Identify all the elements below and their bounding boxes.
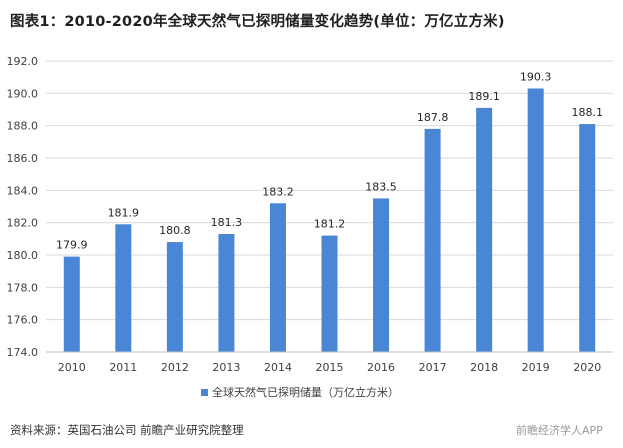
bar [218, 233, 235, 352]
bar [527, 88, 544, 352]
data-label: 180.8 [159, 224, 191, 237]
y-tick-label: 190.0 [7, 87, 39, 100]
x-tick-label: 2020 [573, 361, 601, 374]
source-note: 资料来源：英国石油公司 前瞻产业研究院整理 [10, 423, 244, 437]
bar [269, 203, 286, 352]
y-tick-label: 182.0 [7, 217, 39, 230]
bar [579, 124, 596, 352]
data-label: 181.2 [314, 218, 346, 231]
data-label: 181.9 [108, 206, 140, 219]
x-tick-label: 2019 [522, 361, 550, 374]
data-label: 188.1 [571, 106, 603, 119]
data-label: 181.3 [211, 216, 243, 229]
chart-title: 图表1：2010-2020年全球天然气已探明储量变化趋势(单位：万亿立方米) [10, 14, 505, 30]
watermark-text: 前瞻经济学人APP [516, 423, 603, 437]
data-label: 183.2 [262, 185, 294, 198]
bar [115, 224, 132, 352]
bar [373, 198, 390, 352]
x-tick-label: 2016 [367, 361, 395, 374]
x-tick-label: 2014 [264, 361, 292, 374]
y-tick-label: 192.0 [7, 55, 39, 68]
x-tick-label: 2017 [419, 361, 447, 374]
legend-label: 全球天然气已探明储量（万亿立方米） [212, 385, 399, 399]
bar-series [63, 88, 596, 352]
data-labels: 179.9 181.9 180.8 181.3 183.2 181.2 183.5 187.8… [56, 70, 603, 251]
y-tick-label: 184.0 [7, 184, 39, 197]
bar [166, 242, 183, 352]
x-tick-label: 2010 [58, 361, 86, 374]
y-tick-label: 188.0 [7, 120, 39, 133]
data-label: 183.5 [365, 180, 397, 193]
y-tick-label: 176.0 [7, 314, 39, 327]
x-tick-label: 2018 [470, 361, 498, 374]
legend: 全球天然气已探明储量（万亿立方米） [201, 385, 399, 399]
bar [321, 235, 338, 352]
y-tick-label: 178.0 [7, 281, 39, 294]
x-axis-ticks: 2010 2011 2012 2013 2014 2015 2016 2017 2018 2019… [58, 361, 601, 374]
y-tick-label: 186.0 [7, 152, 39, 165]
x-tick-label: 2012 [161, 361, 189, 374]
bar [424, 128, 441, 352]
legend-swatch [201, 389, 208, 396]
x-tick-label: 2015 [316, 361, 344, 374]
bar [63, 256, 80, 352]
y-tick-label: 174.0 [7, 346, 39, 359]
x-tick-label: 2013 [212, 361, 240, 374]
data-label: 187.8 [417, 111, 449, 124]
x-tick-label: 2011 [109, 361, 137, 374]
y-axis-ticks: 174.0 176.0 178.0 180.0 182.0 184.0 186.0 188.0… [7, 55, 39, 359]
bar [476, 107, 493, 352]
data-label: 190.3 [520, 70, 552, 83]
y-tick-label: 180.0 [7, 249, 39, 262]
data-label: 189.1 [468, 90, 500, 103]
data-label: 179.9 [56, 239, 88, 252]
watermark: 前瞻经济学人APP [516, 423, 603, 437]
